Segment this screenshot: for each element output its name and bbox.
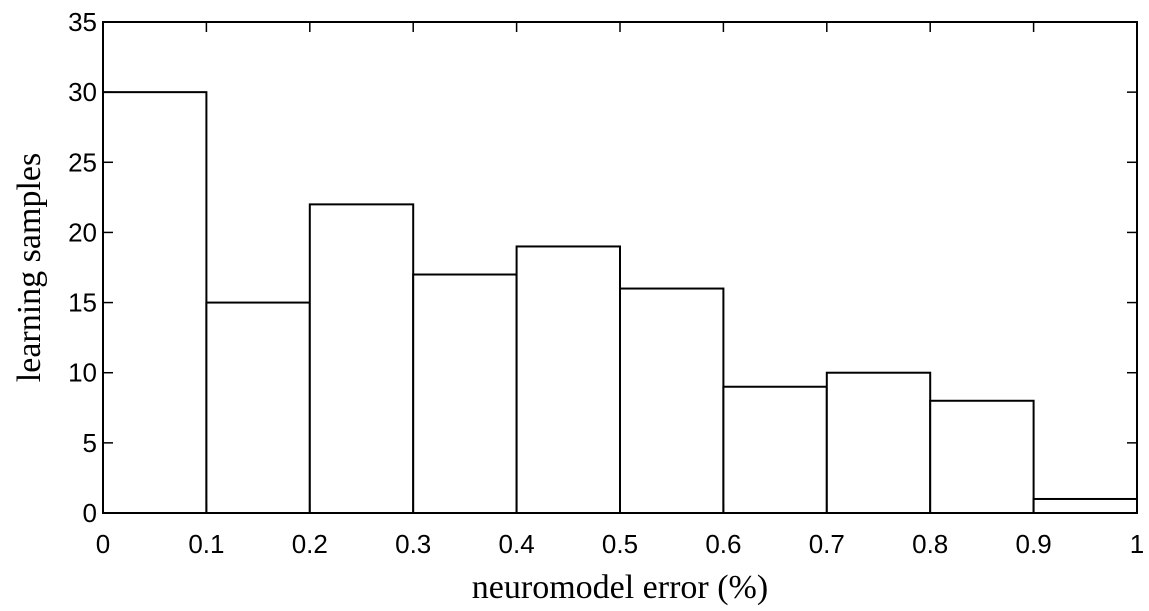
x-tick-label: 0.6 xyxy=(705,529,741,559)
x-tick-label: 0 xyxy=(96,529,110,559)
plot-frame xyxy=(102,21,1138,514)
y-tick-label: 10 xyxy=(68,358,97,388)
bar-0.4-0.5 xyxy=(515,245,621,514)
y-axis-label: learning samples xyxy=(11,153,48,382)
x-tick-label: 0.3 xyxy=(395,529,431,559)
x-tick-label: 0.1 xyxy=(188,529,224,559)
bar-0.7-0.8 xyxy=(825,371,932,515)
bar-0.8-0.9 xyxy=(929,399,1035,514)
y-tick-label: 0 xyxy=(83,498,97,528)
y-tick-label: 5 xyxy=(83,428,97,458)
y-tick-label: 35 xyxy=(68,7,97,37)
bar-0.6-0.7 xyxy=(722,385,828,514)
x-tick-label: 0.8 xyxy=(912,529,948,559)
bar-0.5-0.6 xyxy=(619,287,725,514)
bar-0.2-0.3 xyxy=(308,203,415,514)
x-tick-label: 0.7 xyxy=(809,529,845,559)
y-tick-label: 30 xyxy=(68,77,97,107)
x-tick-label: 0.5 xyxy=(602,529,638,559)
bar-0-0.1 xyxy=(102,91,208,515)
x-tick-label: 0.9 xyxy=(1016,529,1052,559)
tick-labels-group: 0 0.1 0.2 0.3 0.4 0.5 0.6 0.7 0.8 0.9 105101520253… xyxy=(68,7,1144,559)
bar-0.9-1 xyxy=(1032,497,1138,515)
x-axis-label: neuromodel error (%) xyxy=(472,569,768,606)
y-tick-label: 20 xyxy=(68,217,97,247)
y-tick-label: 25 xyxy=(68,147,97,177)
x-tick-label: 1 xyxy=(1130,529,1144,559)
bar-0.1-0.2 xyxy=(205,301,311,515)
x-tick-label: 0.2 xyxy=(292,529,328,559)
bars-group xyxy=(102,91,1138,515)
y-tick-label: 15 xyxy=(68,288,97,318)
x-tick-label: 0.4 xyxy=(499,529,535,559)
bar-0.3-0.4 xyxy=(412,273,518,514)
